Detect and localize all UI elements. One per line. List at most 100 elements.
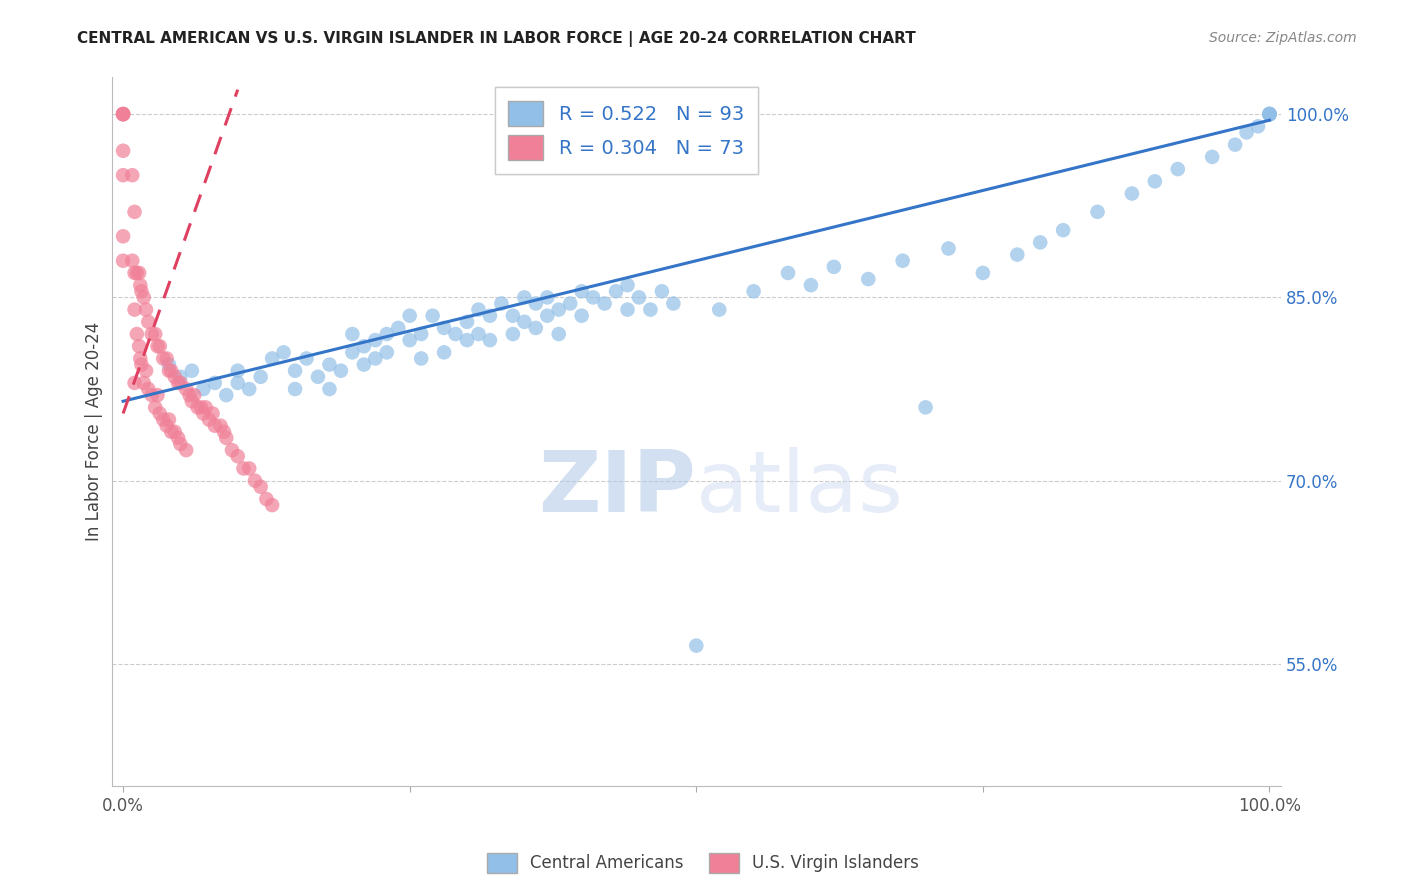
Point — [307, 369, 329, 384]
Text: atlas: atlas — [696, 447, 904, 530]
Point — [160, 425, 183, 439]
Point — [891, 253, 914, 268]
Point — [1223, 137, 1246, 152]
Point — [226, 364, 249, 378]
Point — [662, 296, 685, 310]
Point — [167, 376, 190, 390]
Point — [143, 326, 166, 341]
Point — [375, 345, 398, 359]
Point — [129, 278, 152, 293]
Point — [1087, 204, 1109, 219]
Point — [146, 339, 169, 353]
Point — [180, 394, 202, 409]
Point — [112, 168, 135, 182]
Point — [1258, 107, 1281, 121]
Point — [284, 364, 307, 378]
Point — [776, 266, 799, 280]
Point — [547, 302, 569, 317]
Point — [243, 474, 266, 488]
Point — [135, 364, 157, 378]
Point — [640, 302, 662, 317]
Point — [169, 369, 191, 384]
Point — [375, 326, 398, 341]
Point — [295, 351, 318, 366]
Point — [422, 309, 444, 323]
Point — [709, 302, 731, 317]
Point — [593, 296, 616, 310]
Point — [152, 351, 174, 366]
Point — [221, 443, 243, 458]
Point — [174, 382, 197, 396]
Point — [1258, 107, 1281, 121]
Point — [125, 266, 148, 280]
Point — [1007, 247, 1029, 261]
Point — [180, 364, 202, 378]
Point — [858, 272, 880, 286]
Point — [163, 369, 186, 384]
Point — [125, 326, 148, 341]
Point — [128, 266, 150, 280]
Point — [1258, 107, 1281, 121]
Point — [411, 326, 433, 341]
Point — [491, 296, 513, 310]
Point — [353, 358, 375, 372]
Point — [329, 364, 352, 378]
Text: Source: ZipAtlas.com: Source: ZipAtlas.com — [1209, 31, 1357, 45]
Point — [1236, 125, 1258, 139]
Point — [121, 253, 143, 268]
Point — [112, 107, 135, 121]
Point — [124, 266, 146, 280]
Point — [198, 412, 221, 426]
Point — [204, 376, 226, 390]
Point — [560, 296, 582, 310]
Point — [163, 425, 186, 439]
Point — [318, 358, 340, 372]
Point — [433, 345, 456, 359]
Point — [342, 326, 364, 341]
Point — [157, 358, 180, 372]
Point — [160, 364, 183, 378]
Point — [179, 388, 201, 402]
Point — [502, 309, 524, 323]
Point — [167, 431, 190, 445]
Point — [616, 278, 638, 293]
Point — [204, 418, 226, 433]
Point — [249, 369, 271, 384]
Point — [152, 412, 174, 426]
Point — [284, 382, 307, 396]
Point — [112, 229, 135, 244]
Point — [571, 309, 593, 323]
Point — [112, 144, 135, 158]
Point — [156, 351, 179, 366]
Point — [1247, 120, 1270, 134]
Text: ZIP: ZIP — [538, 447, 696, 530]
Point — [194, 401, 217, 415]
Point — [938, 242, 960, 256]
Point — [513, 290, 536, 304]
Point — [149, 339, 172, 353]
Point — [1258, 107, 1281, 121]
Point — [132, 290, 155, 304]
Point — [605, 285, 627, 299]
Point — [135, 302, 157, 317]
Point — [201, 407, 224, 421]
Point — [467, 326, 489, 341]
Point — [398, 309, 420, 323]
Point — [1258, 107, 1281, 121]
Point — [547, 326, 569, 341]
Point — [685, 639, 707, 653]
Point — [238, 382, 260, 396]
Point — [456, 315, 478, 329]
Point — [212, 425, 235, 439]
Point — [1029, 235, 1052, 250]
Point — [536, 309, 558, 323]
Point — [478, 309, 501, 323]
Point — [1052, 223, 1074, 237]
Point — [146, 388, 169, 402]
Point — [124, 204, 146, 219]
Point — [627, 290, 650, 304]
Point — [157, 412, 180, 426]
Point — [273, 345, 295, 359]
Point — [141, 388, 163, 402]
Point — [226, 376, 249, 390]
